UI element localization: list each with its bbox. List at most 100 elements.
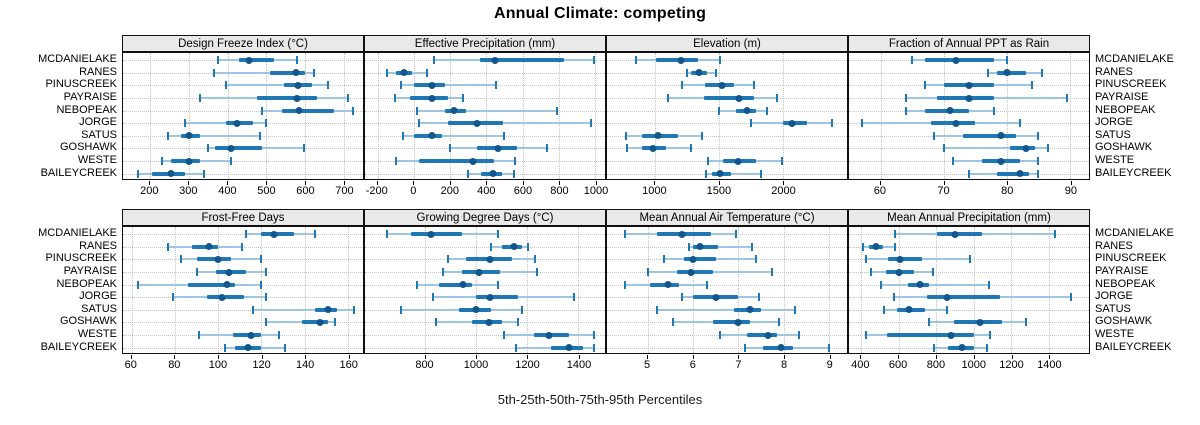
whisker-cap (260, 255, 263, 264)
whisker-cap (216, 56, 219, 65)
station-label: PAYRAISE (63, 91, 117, 103)
iqr-bar (187, 282, 236, 287)
median-dot (735, 94, 743, 102)
whisker-line (265, 321, 335, 324)
whisker-cap (137, 169, 140, 178)
station-label: JORGE (1095, 290, 1133, 303)
station-label: SATUS (81, 302, 117, 315)
whisker-cap (879, 280, 882, 289)
axis-tick (898, 355, 900, 359)
whisker-cap (904, 94, 907, 102)
axis-tick (1011, 355, 1013, 359)
whisker-cap (449, 144, 452, 153)
whisker-cap (1031, 81, 1034, 90)
whisker-cap (314, 230, 317, 239)
horizontal-gridline (849, 309, 1089, 311)
whisker-cap (680, 293, 683, 302)
axis-tick (1070, 181, 1072, 185)
station-label: MCDANIELAKE (38, 227, 117, 240)
whisker-cap (690, 144, 693, 153)
axis-tick (879, 181, 881, 185)
vertical-gridline (973, 227, 975, 353)
median-dot (185, 157, 193, 165)
horizontal-gridline (123, 234, 363, 236)
whisker-cap (503, 331, 506, 339)
whisker-cap (757, 293, 760, 302)
whisker-cap (1046, 144, 1049, 153)
horizontal-gridline (607, 72, 847, 74)
iqr-bar (410, 232, 463, 237)
vertical-gridline (936, 227, 938, 353)
whisker-cap (490, 242, 493, 251)
whisker-cap (245, 230, 248, 239)
horizontal-gridline (607, 123, 847, 125)
whisker-cap (933, 343, 936, 352)
whisker-cap (755, 255, 758, 264)
median-dot (896, 255, 904, 263)
vertical-gridline (425, 227, 426, 353)
iqr-bar (419, 159, 494, 163)
axis-tick-label: 400 (218, 185, 237, 197)
axis-tick-label: 7 (735, 359, 742, 371)
whisker-line (225, 84, 329, 87)
whisker-cap (1040, 68, 1043, 77)
vertical-gridline (1048, 227, 1050, 353)
station-label: SATUS (1095, 302, 1131, 315)
median-dot (270, 230, 278, 238)
axis-tick-label: 1000 (463, 359, 489, 371)
panel (122, 52, 364, 180)
axis-tick-label: 100 (208, 359, 228, 371)
axis-tick (654, 181, 656, 185)
panel-strip: Frost-Free Days (122, 209, 364, 226)
whisker-cap (719, 331, 722, 339)
vertical-gridline (861, 227, 863, 353)
median-dot (947, 331, 955, 339)
axis-tick-label: 1000 (583, 185, 609, 197)
axis-tick-label: 800 (926, 359, 946, 371)
whisker-cap (203, 169, 206, 178)
whisker-cap (514, 343, 517, 352)
median-dot (469, 157, 477, 165)
whisker-cap (1065, 94, 1068, 102)
horizontal-gridline (607, 284, 847, 286)
median-dot (233, 119, 241, 127)
median-dot (734, 157, 742, 165)
axis-tick-label: 1400 (1037, 359, 1062, 371)
panel (606, 226, 848, 354)
x-axis: 800 1000 1200 1400 (364, 355, 606, 373)
whisker-cap (927, 318, 930, 327)
whisker-cap (353, 305, 356, 314)
station-label: JORGE (79, 290, 117, 303)
panel (364, 226, 606, 354)
whisker-cap (986, 68, 989, 77)
horizontal-gridline (607, 60, 847, 62)
station-label: RANES (1095, 65, 1133, 78)
whisker-cap (512, 169, 515, 178)
median-dot (459, 281, 467, 289)
whisker-cap (503, 131, 506, 140)
axis-tick-label: 200 (140, 185, 159, 197)
whisker-cap (911, 56, 914, 65)
whisker-cap (394, 157, 397, 165)
whisker-cap (932, 268, 935, 276)
median-dot (654, 132, 662, 140)
axis-tick (261, 355, 263, 359)
station-label: NEBOPEAK (1095, 103, 1156, 116)
median-dot (428, 81, 436, 89)
whisker-cap (212, 68, 215, 77)
whisker-cap (904, 106, 907, 115)
station-label: BAILEYCREEK (40, 340, 117, 353)
axis-tick (376, 181, 378, 185)
whisker-cap (771, 268, 774, 276)
vertical-gridline (783, 53, 784, 179)
station-label: MCDANIELAKE (1095, 53, 1174, 66)
median-dot (545, 331, 553, 339)
median-dot (489, 170, 497, 178)
axis-tick-label: 0 (410, 185, 417, 197)
median-dot (428, 132, 436, 140)
iqr-bar (677, 270, 714, 274)
whisker-cap (495, 81, 498, 90)
whisker-cap (223, 343, 226, 352)
median-dot (475, 268, 483, 276)
whisker-cap (933, 131, 936, 140)
